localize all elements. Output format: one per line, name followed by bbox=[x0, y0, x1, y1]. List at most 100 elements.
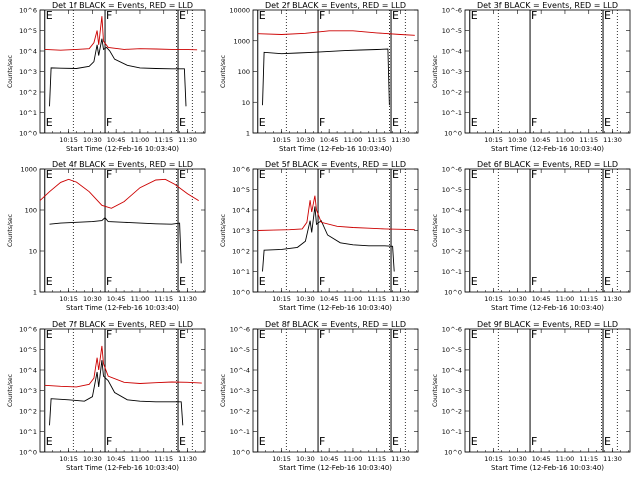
event-marker-label: F bbox=[319, 328, 325, 341]
detector-panel-1: Det 1f BLACK = Events, RED = LLD Counts/s… bbox=[7, 1, 206, 153]
x-tick-label: 10:45 bbox=[532, 136, 551, 144]
event-marker-label: E bbox=[46, 9, 53, 22]
y-tick-label: 10^-2 bbox=[442, 89, 462, 97]
event-marker-label: F bbox=[106, 275, 112, 288]
events-series-line bbox=[49, 217, 182, 264]
detector-panel-3: Det 3f BLACK = Events, RED = LLD Counts/s… bbox=[432, 1, 631, 153]
event-marker-label: E bbox=[259, 116, 266, 129]
event-marker-label: E bbox=[471, 168, 478, 181]
event-marker-label: F bbox=[319, 275, 325, 288]
x-axis-label: Start Time (12-Feb-16 10:03:40) bbox=[491, 464, 604, 472]
x-tick-label: 10:15 bbox=[59, 295, 78, 303]
y-tick-label: 10^6 bbox=[19, 326, 37, 334]
plot-frame bbox=[252, 9, 419, 134]
x-tick-label: 10:30 bbox=[83, 455, 102, 463]
y-tick-label: 10^-3 bbox=[230, 387, 250, 395]
events-series-line bbox=[49, 360, 184, 426]
x-tick-label: 10:30 bbox=[508, 136, 527, 144]
y-tick-label: 10 bbox=[29, 248, 37, 256]
event-marker-label: E bbox=[46, 168, 53, 181]
y-tick-label: 1 bbox=[246, 130, 250, 138]
x-tick-label: 10:45 bbox=[107, 455, 126, 463]
panel-title: Det 5f BLACK = Events, RED = LLD bbox=[265, 160, 406, 169]
x-axis-label: Start Time (12-Feb-16 10:03:40) bbox=[66, 304, 179, 312]
event-marker-label: F bbox=[106, 116, 112, 129]
x-tick-label: 10:45 bbox=[107, 295, 126, 303]
event-marker-label: E bbox=[392, 275, 399, 288]
x-tick-label: 10:30 bbox=[296, 295, 315, 303]
event-marker-label: E bbox=[179, 116, 186, 129]
x-tick-label: 10:45 bbox=[320, 455, 339, 463]
event-marker-label: E bbox=[471, 275, 478, 288]
y-tick-label: 10^0 bbox=[19, 130, 37, 138]
event-marker-label: E bbox=[259, 275, 266, 288]
x-tick-label: 11:00 bbox=[344, 295, 363, 303]
event-marker-label: E bbox=[179, 328, 186, 341]
y-tick-label: 10^-3 bbox=[442, 387, 462, 395]
y-tick-label: 10^-1 bbox=[230, 428, 250, 436]
x-tick-label: 10:45 bbox=[532, 455, 551, 463]
y-tick-label: 10^0 bbox=[444, 289, 462, 297]
y-tick-label: 10^1 bbox=[19, 109, 37, 117]
y-tick-label: 10^-2 bbox=[442, 248, 462, 256]
x-tick-label: 10:30 bbox=[508, 295, 527, 303]
x-tick-label: 10:15 bbox=[272, 136, 291, 144]
y-tick-label: 100 bbox=[238, 68, 250, 76]
lld-series-line bbox=[257, 30, 415, 36]
y-tick-label: 10^-5 bbox=[442, 186, 462, 194]
x-axis-label: Start Time (12-Feb-16 10:03:40) bbox=[279, 145, 392, 153]
event-marker-label: E bbox=[46, 435, 53, 448]
event-marker-label: E bbox=[179, 168, 186, 181]
event-marker-label: E bbox=[179, 435, 186, 448]
x-tick-label: 10:30 bbox=[296, 455, 315, 463]
x-tick-label: 11:30 bbox=[178, 295, 197, 303]
x-axis-label: Start Time (12-Feb-16 10:03:40) bbox=[66, 464, 179, 472]
y-tick-label: 1000 bbox=[233, 37, 250, 45]
x-tick-label: 11:30 bbox=[603, 136, 622, 144]
y-tick-label: 10^-3 bbox=[442, 227, 462, 235]
x-tick-label: 11:00 bbox=[556, 295, 575, 303]
event-marker-label: F bbox=[106, 435, 112, 448]
panel-title: Det 6f BLACK = Events, RED = LLD bbox=[477, 160, 618, 169]
y-axis-label: Counts/sec bbox=[220, 55, 227, 88]
y-tick-label: 10^-5 bbox=[442, 27, 462, 35]
x-tick-label: 11:00 bbox=[131, 136, 150, 144]
event-marker-label: E bbox=[604, 328, 611, 341]
x-tick-label: 11:15 bbox=[367, 295, 386, 303]
x-tick-label: 11:15 bbox=[154, 136, 173, 144]
y-tick-label: 10^-6 bbox=[442, 7, 462, 15]
x-tick-label: 11:15 bbox=[154, 455, 173, 463]
y-tick-label: 10^2 bbox=[232, 248, 250, 256]
events-series-line bbox=[49, 38, 187, 107]
y-tick-label: 10^0 bbox=[444, 449, 462, 457]
event-marker-label: E bbox=[259, 435, 266, 448]
event-marker-label: E bbox=[604, 116, 611, 129]
event-marker-label: E bbox=[259, 168, 266, 181]
plot-frame bbox=[39, 328, 206, 453]
y-tick-label: 10^0 bbox=[232, 449, 250, 457]
y-tick-label: 10^5 bbox=[19, 346, 37, 354]
event-marker-label: F bbox=[319, 168, 325, 181]
event-marker-label: E bbox=[259, 9, 266, 22]
event-marker-label: E bbox=[259, 328, 266, 341]
x-tick-label: 10:45 bbox=[320, 295, 339, 303]
x-tick-label: 10:15 bbox=[484, 455, 503, 463]
y-tick-label: 10 bbox=[242, 99, 250, 107]
lld-series-line bbox=[44, 16, 198, 51]
x-tick-label: 11:15 bbox=[579, 136, 598, 144]
y-tick-label: 10^-6 bbox=[230, 326, 250, 334]
x-tick-label: 11:30 bbox=[391, 455, 410, 463]
y-tick-label: 10^6 bbox=[232, 166, 250, 174]
events-series-line bbox=[262, 206, 395, 272]
y-tick-label: 10^-6 bbox=[442, 166, 462, 174]
x-tick-label: 10:30 bbox=[508, 455, 527, 463]
y-tick-label: 10^-6 bbox=[442, 326, 462, 334]
plot-frame bbox=[252, 328, 419, 453]
plot-frame bbox=[39, 9, 206, 134]
y-tick-label: 10^-4 bbox=[442, 367, 462, 375]
x-tick-label: 11:30 bbox=[178, 136, 197, 144]
detector-panel-5: Det 5f BLACK = Events, RED = LLD Counts/s… bbox=[220, 160, 419, 312]
y-tick-label: 1 bbox=[33, 289, 37, 297]
plot-frame bbox=[464, 328, 631, 453]
